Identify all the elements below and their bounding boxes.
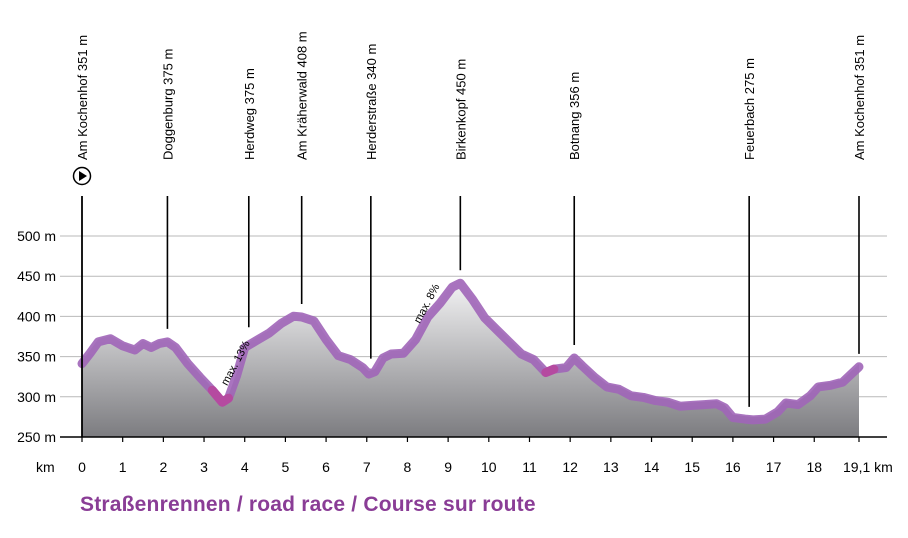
x-tick-label-18: 18 xyxy=(806,459,822,475)
x-tick-label-17: 17 xyxy=(766,459,782,475)
waypoint-label-8: Am Kochenhof 351 m xyxy=(852,35,867,160)
x-tick-label-3: 3 xyxy=(200,459,208,475)
waypoint-label-4: Herderstraße 340 m xyxy=(364,44,379,160)
profile-area xyxy=(82,280,859,437)
x-tick-label-end: 19,1 km xyxy=(843,459,893,475)
x-tick-label-5: 5 xyxy=(282,459,290,475)
x-tick-label-9: 9 xyxy=(444,459,452,475)
y-tick-label-500: 500 m xyxy=(17,228,56,244)
axes xyxy=(60,196,887,442)
waypoint-label-5: Birkenkopf 450 m xyxy=(453,59,468,160)
x-tick-label-7: 7 xyxy=(363,459,371,475)
route-band-steep-0 xyxy=(207,385,233,407)
y-tick-label-350: 350 m xyxy=(17,349,56,365)
waypoint-label-1: Doggenburg 375 m xyxy=(160,49,175,160)
x-tick-label-15: 15 xyxy=(684,459,700,475)
waypoint-label-3: Am Kräherwald 408 m xyxy=(295,31,310,160)
x-tick-label-13: 13 xyxy=(603,459,619,475)
x-tick-label-11: 11 xyxy=(522,459,537,475)
x-tick-label-1: 1 xyxy=(119,459,127,475)
waypoint-label-0: Am Kochenhof 351 m xyxy=(75,35,90,160)
x-tick-label-4: 4 xyxy=(241,459,249,475)
route-band-steep-1 xyxy=(541,364,559,377)
waypoint-label-2: Herdweg 375 m xyxy=(242,68,257,160)
waypoint-label-6: Botnang 356 m xyxy=(567,72,582,160)
chart-title: Straßenrennen / road race / Course sur r… xyxy=(80,493,536,516)
x-tick-label-12: 12 xyxy=(562,459,578,475)
y-tick-label-450: 450 m xyxy=(17,268,56,284)
x-tick-label-16: 16 xyxy=(725,459,741,475)
x-tick-label-2: 2 xyxy=(159,459,167,475)
play-icon xyxy=(72,166,92,186)
waypoint-markers: Am Kochenhof 351 m Doggenburg 375 m Herdwe… xyxy=(72,31,867,437)
y-tick-label-250: 250 m xyxy=(17,429,56,445)
x-tick-label-10: 10 xyxy=(481,459,497,475)
x-tick-label-8: 8 xyxy=(404,459,412,475)
x-tick-label-14: 14 xyxy=(644,459,660,475)
route-band xyxy=(77,278,864,425)
y-tick-label-400: 400 m xyxy=(17,308,56,324)
x-unit-label: km xyxy=(36,459,55,475)
x-tick-label-6: 6 xyxy=(322,459,330,475)
y-tick-label-300: 300 m xyxy=(17,389,56,405)
profile-area-layer xyxy=(77,278,864,437)
waypoint-label-7: Feuerbach 275 m xyxy=(742,58,757,160)
x-tick-label-0: 0 xyxy=(78,459,86,475)
